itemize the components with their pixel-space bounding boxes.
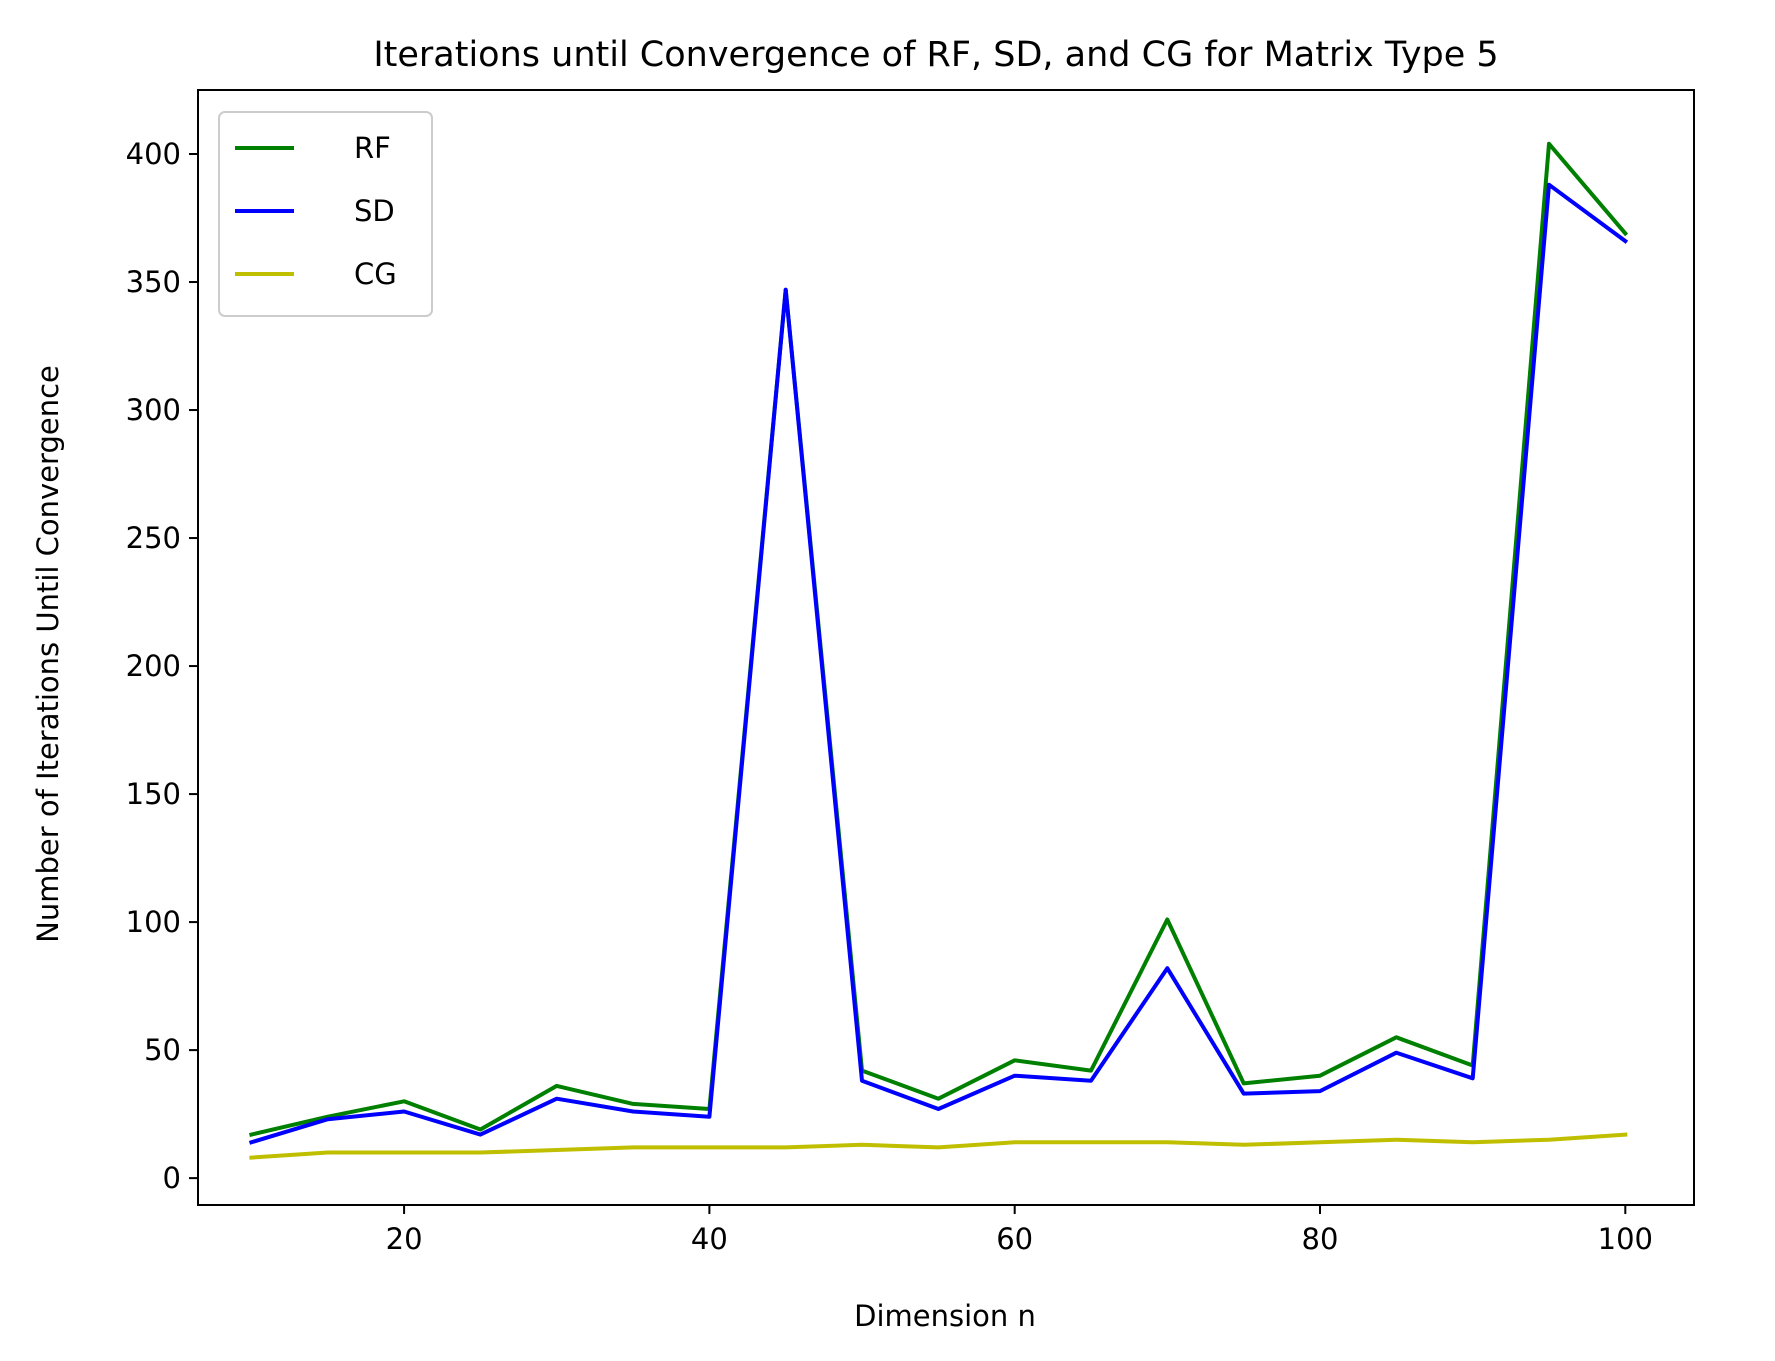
- y-axis-label: Number of Iterations Until Convergence: [31, 365, 65, 943]
- x-axis-label: Dimension n: [854, 1299, 1036, 1333]
- chart-title: Iterations until Convergence of RF, SD, …: [373, 35, 1498, 75]
- series-line-sd: [248, 182, 1629, 1145]
- legend-label-rf: RF: [354, 131, 391, 165]
- legend-label-cg: CG: [354, 257, 397, 291]
- x-tick-label: 20: [386, 1222, 423, 1256]
- y-tick-label: 300: [126, 393, 181, 427]
- y-tick-label: 0: [163, 1161, 181, 1195]
- y-tick-label: 350: [126, 265, 181, 299]
- series-line-rf: [248, 141, 1629, 1138]
- plot-area: [248, 141, 1629, 1160]
- x-tick-label: 80: [1302, 1222, 1339, 1256]
- legend: RF SD CG: [218, 111, 433, 317]
- y-tick-label: 400: [126, 137, 181, 171]
- legend-box: [218, 111, 433, 317]
- y-tick-label: 50: [144, 1033, 181, 1067]
- y-tick-label: 100: [126, 905, 181, 939]
- series-line-cg: [249, 1132, 1628, 1160]
- x-tick-label: 40: [691, 1222, 728, 1256]
- x-tick-label: 60: [996, 1222, 1033, 1256]
- y-tick-label: 150: [126, 777, 181, 811]
- y-tick-label: 200: [126, 649, 181, 683]
- axes: 20 40 60 80 100 0 50 100 150 200 250 300 350 400: [126, 89, 1695, 1256]
- plot-frame: [197, 89, 1695, 1206]
- x-tick-label: 100: [1598, 1222, 1653, 1256]
- legend-label-sd: SD: [354, 194, 395, 228]
- y-tick-label: 250: [126, 521, 181, 555]
